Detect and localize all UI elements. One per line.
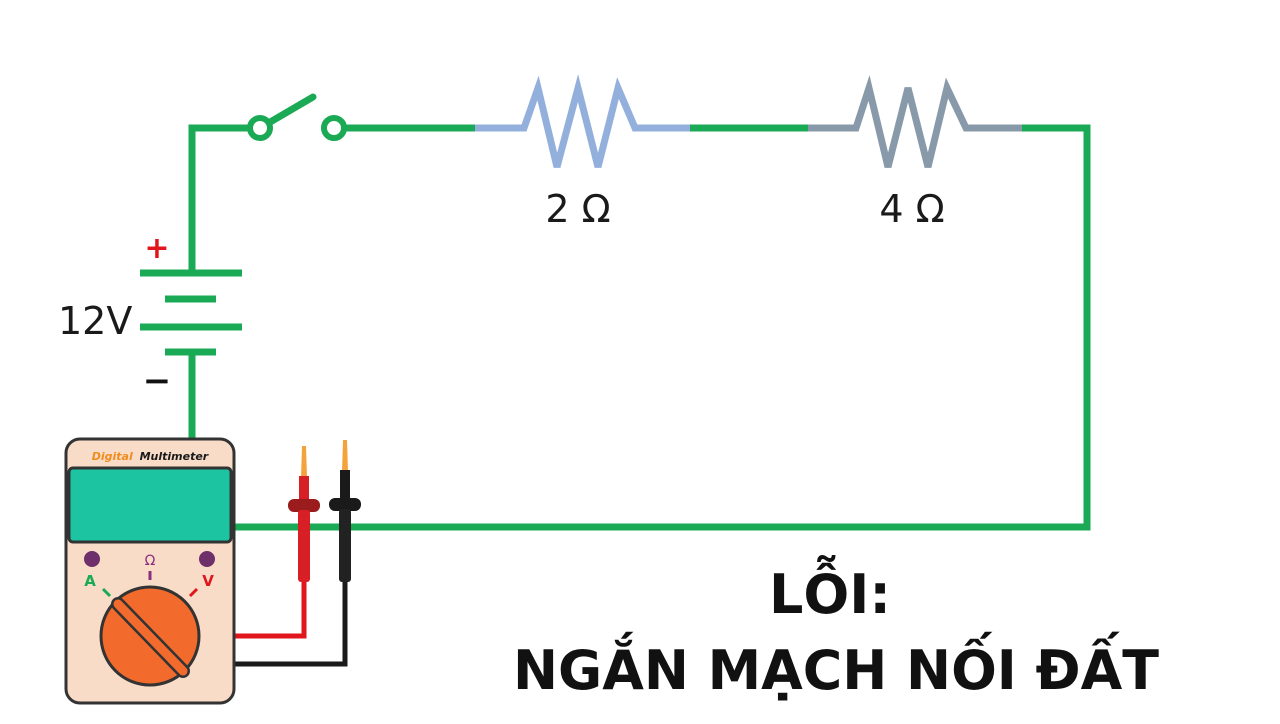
wire-right-loop bbox=[232, 124, 1091, 531]
battery-negative-sign: − bbox=[143, 361, 172, 401]
circuit-wires bbox=[188, 124, 1091, 531]
black-probe-handle bbox=[339, 509, 351, 582]
port-left[interactable] bbox=[84, 551, 100, 567]
red-probe-guard bbox=[288, 499, 320, 512]
red-probe-tip bbox=[301, 446, 307, 478]
battery: + − 12V bbox=[58, 231, 242, 401]
resistor-2-label: 4 Ω bbox=[879, 187, 944, 231]
mode-label-current: A bbox=[84, 572, 96, 590]
caption-line-1: LỖI: bbox=[769, 556, 891, 626]
multimeter-screen bbox=[67, 466, 233, 544]
resistor-1-zigzag bbox=[475, 74, 690, 168]
multimeter[interactable]: Digital Multimeter Ω A V bbox=[64, 437, 236, 705]
black-probe-tip bbox=[342, 440, 348, 472]
switch-contact-right bbox=[321, 115, 347, 141]
tick-voltage bbox=[188, 587, 199, 598]
resistor-1-label: 2 Ω bbox=[545, 187, 610, 231]
multimeter-brand-accent: Digital bbox=[92, 450, 133, 463]
black-lead-wire bbox=[232, 570, 348, 667]
resistor-2: 4 Ω bbox=[808, 75, 1022, 231]
switch bbox=[247, 93, 347, 141]
resistor-2-zigzag bbox=[808, 75, 1022, 168]
wire-left-top bbox=[188, 124, 251, 272]
red-probe[interactable] bbox=[288, 446, 320, 582]
resistor-1: 2 Ω bbox=[475, 74, 690, 231]
black-probe[interactable] bbox=[329, 440, 361, 582]
black-probe-guard bbox=[329, 498, 361, 511]
multimeter-brand: Digital Multimeter bbox=[92, 450, 209, 463]
mode-label-voltage: V bbox=[202, 572, 214, 590]
battery-voltage-label: 12V bbox=[58, 299, 132, 343]
port-right[interactable] bbox=[199, 551, 215, 567]
red-probe-handle bbox=[298, 510, 310, 582]
tick-current bbox=[101, 587, 112, 598]
caption-line-2: NGẮN MẠCH NỐI ĐẤT bbox=[513, 632, 1159, 702]
battery-positive-sign: + bbox=[144, 231, 169, 266]
multimeter-brand-name: Multimeter bbox=[140, 450, 209, 463]
probe-leads bbox=[232, 570, 348, 667]
selector-knob bbox=[113, 599, 188, 676]
red-lead-wire bbox=[232, 570, 307, 639]
switch-contact-left bbox=[247, 115, 273, 141]
mode-label-resistance: Ω bbox=[145, 553, 156, 569]
red-probe-shaft bbox=[299, 476, 309, 508]
black-probe-shaft bbox=[340, 470, 350, 502]
